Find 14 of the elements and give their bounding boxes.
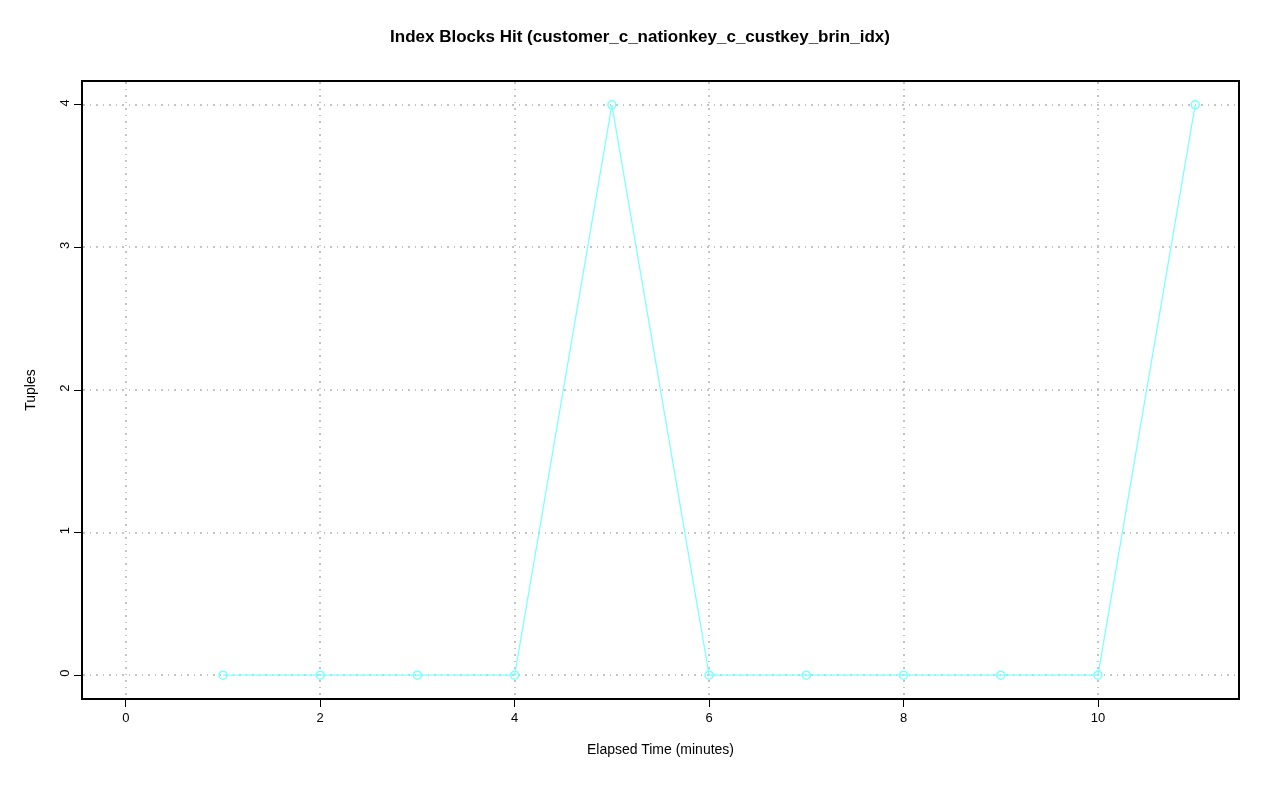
x-tick-label: 8 xyxy=(899,710,908,726)
x-axis-title: Elapsed Time (minutes) xyxy=(586,741,735,758)
y-tick-label: 3 xyxy=(57,241,73,250)
x-tick-label: 2 xyxy=(316,710,324,726)
y-tick-label: 1 xyxy=(57,527,73,535)
x-tick-label: 6 xyxy=(705,710,713,726)
y-tick-label: 4 xyxy=(57,99,73,107)
y-axis-title: Tuples xyxy=(22,369,39,411)
y-tick-label: 2 xyxy=(57,384,73,392)
y-tick-label: 0 xyxy=(57,669,73,677)
x-tick-label: 10 xyxy=(1090,710,1106,726)
chart-title: Index Blocks Hit (customer_c_nationkey_c_custkey_brin_idx) xyxy=(390,26,890,46)
x-tick-label: 0 xyxy=(122,710,130,726)
x-tick-label: 4 xyxy=(511,710,519,726)
